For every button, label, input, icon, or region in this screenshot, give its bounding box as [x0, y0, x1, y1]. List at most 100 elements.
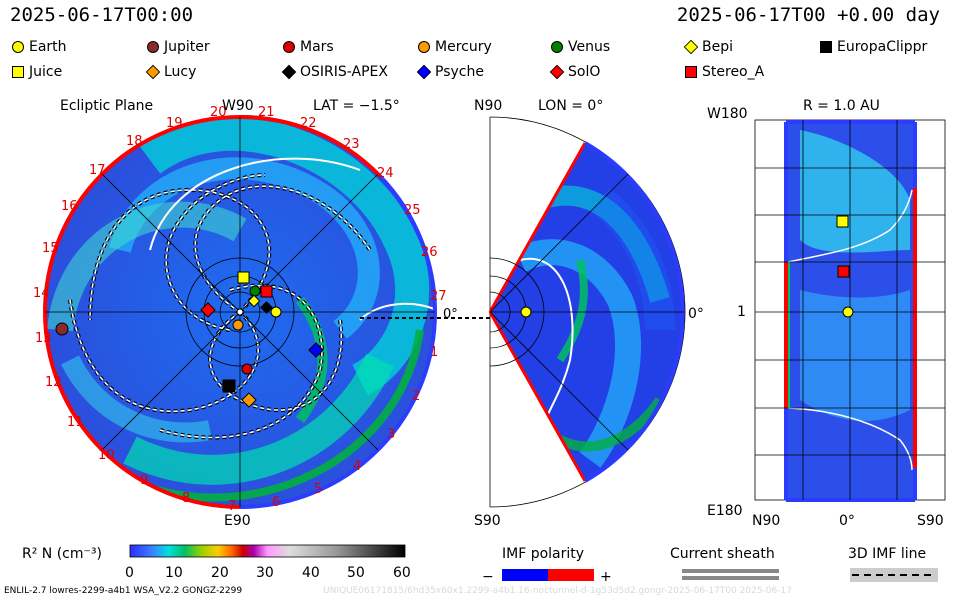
square-icon [820, 41, 832, 53]
colorbar-tick: 60 [393, 565, 411, 581]
meridional-right-label: 0° [688, 306, 704, 322]
imf-title: IMF polarity [502, 546, 584, 562]
lucy-marker [241, 392, 257, 408]
radial-x-label: 0° [839, 513, 855, 529]
ecliptic-top-label: W90 [222, 98, 254, 114]
radial-top-left: W180 [707, 106, 748, 122]
legend-item-earth: Earth [12, 38, 67, 56]
stereo-a-marker-radial [837, 265, 850, 278]
imf-negative-swatch [502, 569, 548, 581]
colorbar-tick: 30 [256, 565, 274, 581]
legend-item-osiris-apex: OSIRIS-APEX [281, 63, 388, 81]
tick-label: 11 [67, 415, 84, 430]
imf-positive-swatch [548, 569, 594, 581]
colorbar-label: R² N (cm⁻³) [22, 546, 102, 562]
colorbar-gradient [129, 544, 406, 558]
legend-item-jupiter: Jupiter [147, 38, 210, 56]
tick-label: 20 [210, 105, 227, 120]
imf-polarity-legend: IMF polarity − + [482, 546, 612, 585]
imf-line-legend: 3D IMF line [848, 546, 938, 582]
mercury-marker [232, 319, 244, 331]
venus-marker [249, 285, 261, 297]
tick-label: 16 [61, 199, 78, 214]
solo-marker [200, 302, 216, 318]
legend-item-solo: SolO [549, 63, 600, 81]
imf-minus: − [482, 569, 494, 585]
meridional-density-field [514, 185, 675, 468]
colorbar-tick: 50 [347, 565, 365, 581]
tick-label: 25 [404, 203, 421, 218]
juice-marker-radial [836, 215, 849, 228]
meridional-bottom-label: S90 [474, 513, 501, 529]
tick-label: 26 [421, 245, 438, 260]
tick-label: 3 [387, 427, 395, 442]
legend-item-juice: Juice [12, 63, 62, 81]
legend-item-europaclipper: EuropaClippr [820, 38, 927, 56]
tick-label: 7 [228, 499, 236, 514]
circle-icon [147, 41, 159, 53]
ecliptic-bottom-label: E90 [224, 513, 251, 529]
europaclipper-marker [222, 379, 236, 393]
tick-label: 6 [272, 495, 280, 510]
tick-label: 19 [166, 116, 183, 131]
ecliptic-density-field [47, 117, 435, 502]
colorbar-tick: 20 [211, 565, 229, 581]
tick-label: 9 [140, 473, 148, 488]
meridional-panel: N90 LON = 0° 0° S90 [474, 98, 704, 529]
carrington-ticks: 20 21 22 23 24 25 26 27 1 2 3 4 5 6 7 8 … [33, 105, 447, 514]
jupiter-marker [55, 322, 69, 336]
radial-title: R = 1.0 AU [803, 98, 880, 114]
square-icon [685, 66, 697, 78]
tick-label: 23 [343, 137, 360, 152]
stereo-a-marker [260, 285, 273, 298]
mars-marker [241, 363, 253, 375]
timestamp-left: 2025-06-17T00:00 [10, 4, 194, 26]
legend-item-lucy: Lucy [145, 63, 196, 81]
tick-label: 27 [430, 289, 447, 304]
colorbar-tick: 10 [165, 565, 183, 581]
colorbar-tick: 40 [302, 565, 320, 581]
psyche-marker [308, 342, 324, 358]
tick-label: 4 [353, 459, 361, 474]
earth-marker [270, 306, 282, 318]
imf-plus: + [600, 569, 612, 585]
tick-label: 8 [182, 491, 190, 506]
legend-item-bepi: Bepi [683, 38, 733, 56]
legend-item-psyche: Psyche [416, 63, 484, 81]
tick-label: 24 [377, 166, 394, 181]
ecliptic-panel: 20 21 22 23 24 25 26 27 1 2 3 4 5 6 7 8 … [33, 98, 490, 529]
circle-icon [283, 41, 295, 53]
footer-left: ENLIL-2.7 lowres-2299-a4b1 WSA_V2.2 GONG… [4, 586, 243, 596]
tick-label: 21 [258, 105, 275, 120]
meridional-lon-label: LON = 0° [538, 98, 603, 114]
colorbar: R² N (cm⁻³) 0 10 20 30 40 50 60 [22, 544, 411, 581]
timestamp-right: 2025-06-17T00 +0.00 day [676, 4, 940, 26]
circle-icon [12, 41, 24, 53]
earth-marker-meridional [520, 306, 532, 318]
colorbar-tick: 0 [125, 565, 134, 581]
tick-label: 2 [412, 389, 420, 404]
ecliptic-right-label: 0° [443, 307, 458, 322]
circle-icon [418, 41, 430, 53]
tick-label: 13 [35, 331, 52, 346]
ecliptic-bodies [55, 271, 324, 408]
tick-label: 18 [126, 134, 143, 149]
current-sheath-title: Current sheath [670, 546, 775, 562]
tick-label: 1 [430, 345, 438, 360]
current-sheath-legend: Current sheath [670, 546, 779, 580]
bepi-marker [247, 294, 261, 308]
ecliptic-title: Ecliptic Plane [60, 98, 153, 114]
tick-label: 15 [42, 241, 59, 256]
tick-label: 22 [300, 116, 317, 131]
radial-panel: R = 1.0 AU W180 1 E180 N90 0° S90 [707, 98, 946, 529]
square-icon [12, 66, 24, 78]
footer-right: UNIQUE06171815/6hd35x60x1.2299-a4b1.16-n… [323, 586, 792, 596]
radial-mid-left: 1 [737, 304, 746, 320]
radial-bottom-left: E180 [707, 503, 743, 519]
tick-label: 14 [33, 286, 50, 301]
osiris-apex-marker [260, 301, 273, 314]
meridional-top-label: N90 [474, 98, 502, 114]
circle-icon [551, 41, 563, 53]
sun-marker [236, 308, 244, 316]
